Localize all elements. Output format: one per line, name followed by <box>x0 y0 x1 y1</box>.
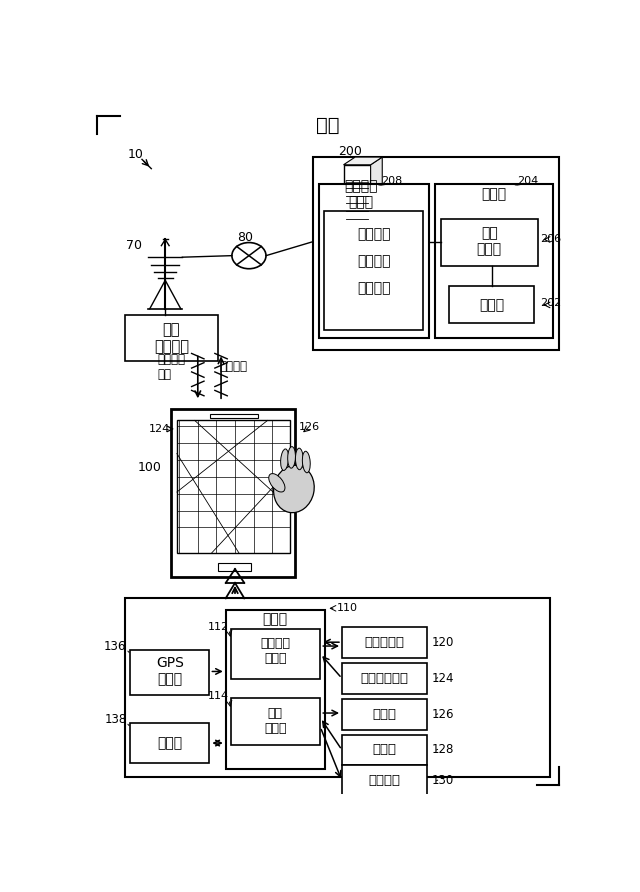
Bar <box>342 735 428 765</box>
Text: 126: 126 <box>299 422 320 432</box>
Text: 制御部: 制御部 <box>481 187 506 201</box>
Bar <box>342 663 428 694</box>
Bar <box>231 698 320 745</box>
Ellipse shape <box>269 474 285 492</box>
Text: 道路情報
記憶部: 道路情報 記憶部 <box>344 179 378 209</box>
Text: 経路探索
要求: 経路探索 要求 <box>157 352 186 381</box>
Text: ・コスト: ・コスト <box>357 281 390 295</box>
Text: 124: 124 <box>149 424 170 434</box>
Text: 126: 126 <box>431 708 454 721</box>
Text: 138: 138 <box>104 714 127 726</box>
Text: ・リンク: ・リンク <box>357 254 390 268</box>
Text: 無線通信部: 無線通信部 <box>365 636 404 648</box>
Text: 112: 112 <box>207 622 229 632</box>
Text: 通信
キャリア: 通信 キャリア <box>154 322 189 354</box>
Bar <box>218 563 250 571</box>
Bar <box>346 182 368 186</box>
Text: 130: 130 <box>431 774 454 788</box>
Bar <box>344 165 371 230</box>
Text: 経路
探索部: 経路 探索部 <box>477 226 502 256</box>
Bar <box>342 699 428 730</box>
Bar <box>125 599 550 777</box>
Text: 表示部: 表示部 <box>372 708 397 721</box>
Text: 136: 136 <box>104 640 127 653</box>
Ellipse shape <box>232 243 266 268</box>
Bar <box>172 409 296 577</box>
Bar <box>449 286 534 324</box>
Text: 経路
案内部: 経路 案内部 <box>264 706 287 735</box>
Bar <box>226 610 325 769</box>
Text: 202: 202 <box>540 299 561 309</box>
Ellipse shape <box>280 449 289 470</box>
Polygon shape <box>344 157 382 165</box>
Text: 200: 200 <box>338 145 362 158</box>
Bar <box>231 629 320 679</box>
Text: 80: 80 <box>237 231 253 244</box>
Text: タッチパネル: タッチパネル <box>360 672 408 685</box>
Text: 経路探索
要求部: 経路探索 要求部 <box>260 638 291 665</box>
Text: 208: 208 <box>381 176 402 186</box>
Bar <box>342 765 428 797</box>
Bar <box>131 650 209 695</box>
Bar <box>210 414 259 418</box>
Text: 10: 10 <box>128 148 144 161</box>
Bar <box>342 627 428 657</box>
Text: 記憶部: 記憶部 <box>157 736 182 750</box>
Text: ・ノード: ・ノード <box>357 227 390 241</box>
Text: 制御部: 制御部 <box>263 612 288 626</box>
Text: 70: 70 <box>126 239 142 252</box>
Text: 通信部: 通信部 <box>479 298 504 312</box>
Text: 図１: 図１ <box>316 116 340 135</box>
Text: スピーカ: スピーカ <box>369 774 401 788</box>
Text: 120: 120 <box>431 636 454 648</box>
Text: マイク: マイク <box>372 744 397 756</box>
Text: 110: 110 <box>337 603 358 614</box>
Ellipse shape <box>288 447 296 468</box>
Bar <box>441 219 538 267</box>
Text: 128: 128 <box>431 744 454 756</box>
Bar <box>319 184 429 338</box>
Text: 204: 204 <box>517 176 539 186</box>
Bar <box>177 420 290 553</box>
Bar <box>125 315 218 361</box>
Ellipse shape <box>296 448 303 470</box>
Ellipse shape <box>273 466 314 513</box>
Text: 100: 100 <box>138 461 162 474</box>
Bar <box>435 184 553 338</box>
Text: 経路情報: 経路情報 <box>220 360 248 373</box>
Text: 124: 124 <box>431 672 454 685</box>
Bar <box>131 723 209 763</box>
Text: 114: 114 <box>207 691 229 701</box>
Bar <box>324 211 423 330</box>
Ellipse shape <box>302 451 310 473</box>
Text: GPS
受信機: GPS 受信機 <box>156 657 184 687</box>
Text: 206: 206 <box>540 235 561 244</box>
Bar <box>312 157 559 350</box>
Polygon shape <box>371 157 382 230</box>
